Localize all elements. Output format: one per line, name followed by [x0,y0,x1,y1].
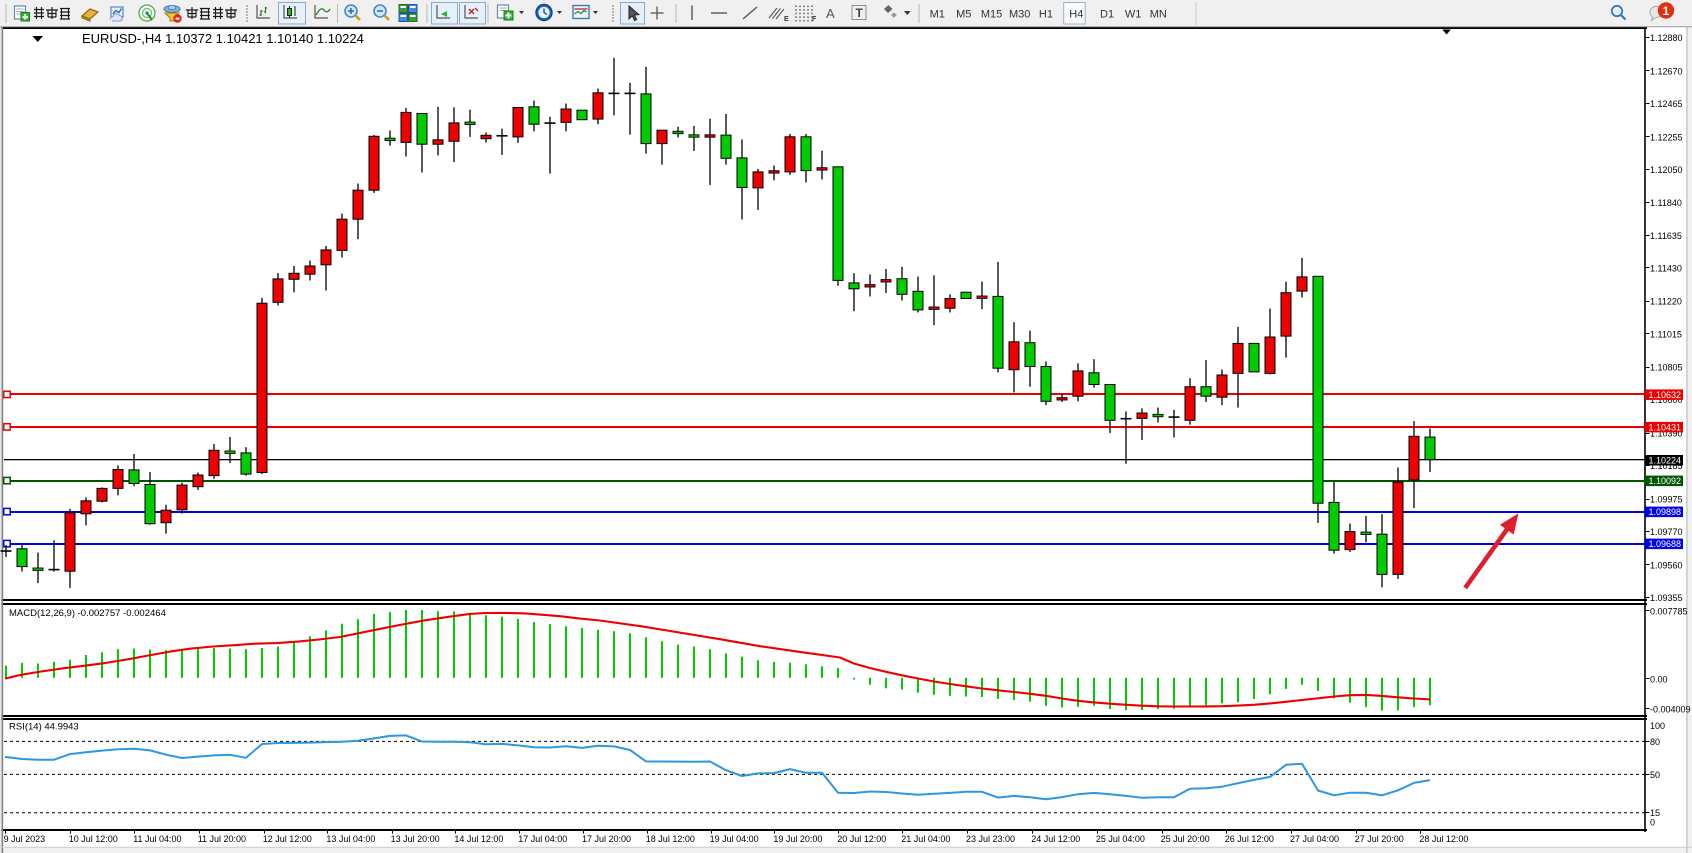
svg-text:W1: W1 [1125,9,1142,21]
svg-text:11 Jul 04:00: 11 Jul 04:00 [133,834,181,844]
svg-text:1.09355: 1.09355 [1650,593,1683,603]
svg-text:T: T [856,6,864,20]
svg-text:1.12880: 1.12880 [1650,33,1683,43]
svg-text:10 Jul 12:00: 10 Jul 12:00 [69,834,118,844]
svg-text:1.11840: 1.11840 [1650,198,1682,208]
svg-text:1: 1 [1663,4,1670,18]
svg-text:15: 15 [1650,808,1660,818]
svg-text:-0.004009: -0.004009 [1650,705,1691,715]
svg-text:23 Jul 23:00: 23 Jul 23:00 [966,834,1015,844]
svg-text:1.09688: 1.09688 [1649,539,1682,549]
svg-text:1.12050: 1.12050 [1650,165,1683,175]
svg-text:M30: M30 [1009,9,1030,21]
svg-text:17 Jul 20:00: 17 Jul 20:00 [582,834,631,844]
svg-text:1.12255: 1.12255 [1650,132,1683,142]
svg-text:0.007785: 0.007785 [1650,607,1688,617]
svg-text:MACD(12,26,9) -0.002757 -0.002: MACD(12,26,9) -0.002757 -0.002464 [9,608,166,619]
svg-text:1.10431: 1.10431 [1649,422,1682,432]
svg-text:26 Jul 12:00: 26 Jul 12:00 [1225,834,1274,844]
svg-text:1.11635: 1.11635 [1650,231,1682,241]
svg-text:19 Jul 20:00: 19 Jul 20:00 [773,834,822,844]
svg-text:M15: M15 [981,9,1002,21]
svg-text:20 Jul 12:00: 20 Jul 12:00 [837,834,886,844]
svg-text:0: 0 [1650,817,1655,827]
svg-text:1.11430: 1.11430 [1650,263,1682,273]
svg-text:50: 50 [1650,770,1660,780]
svg-text:13 Jul 04:00: 13 Jul 04:00 [326,834,375,844]
svg-text:1.11220: 1.11220 [1650,297,1682,307]
svg-text:F: F [812,16,817,23]
svg-text:1.09560: 1.09560 [1650,560,1683,570]
svg-text:1.10092: 1.10092 [1649,476,1682,486]
svg-text:17 Jul 04:00: 17 Jul 04:00 [518,834,567,844]
svg-text:M5: M5 [956,9,971,21]
svg-text:1.12465: 1.12465 [1650,99,1683,109]
svg-text:9 Jul 2023: 9 Jul 2023 [4,834,46,844]
svg-text:24 Jul 12:00: 24 Jul 12:00 [1031,834,1080,844]
svg-text:1.09975: 1.09975 [1650,495,1683,505]
svg-text:1.10390: 1.10390 [1650,429,1683,439]
svg-text:1.10185: 1.10185 [1650,461,1683,471]
svg-text:1.11015: 1.11015 [1650,329,1682,339]
svg-text:1.12670: 1.12670 [1650,66,1683,76]
svg-text:E: E [784,16,789,23]
svg-text:13 Jul 20:00: 13 Jul 20:00 [391,834,440,844]
svg-text:27 Jul 04:00: 27 Jul 04:00 [1290,834,1339,844]
svg-text:80: 80 [1650,737,1660,747]
svg-text:1.10805: 1.10805 [1650,363,1683,373]
svg-text:11 Jul 20:00: 11 Jul 20:00 [198,834,246,844]
svg-text:1.10224: 1.10224 [1649,456,1682,466]
svg-text:19 Jul 04:00: 19 Jul 04:00 [710,834,759,844]
svg-text:21 Jul 04:00: 21 Jul 04:00 [901,834,950,844]
svg-text:M1: M1 [930,9,945,21]
svg-text:H1: H1 [1039,9,1053,21]
svg-text:27 Jul 20:00: 27 Jul 20:00 [1355,834,1404,844]
svg-text:25 Jul 04:00: 25 Jul 04:00 [1096,834,1145,844]
svg-text:1.10632: 1.10632 [1649,390,1682,400]
svg-text:RSI(14) 44.9943: RSI(14) 44.9943 [9,722,79,733]
svg-text:H4: H4 [1069,9,1083,21]
svg-text:1.10600: 1.10600 [1650,395,1683,405]
svg-text:14 Jul 12:00: 14 Jul 12:00 [454,834,503,844]
svg-text:100: 100 [1650,721,1665,731]
svg-text:12 Jul 12:00: 12 Jul 12:00 [263,834,312,844]
svg-text:EURUSD-,H4 1.10372 1.10421 1.: EURUSD-,H4 1.10372 1.10421 1.10140 1.102… [82,31,364,46]
svg-text:A: A [826,6,835,21]
svg-text:28 Jul 12:00: 28 Jul 12:00 [1419,834,1468,844]
svg-text:18 Jul 12:00: 18 Jul 12:00 [646,834,695,844]
svg-text:D1: D1 [1100,9,1114,21]
svg-text:1.09770: 1.09770 [1650,527,1683,537]
svg-text:MN: MN [1150,9,1167,21]
svg-text:1.09898: 1.09898 [1649,507,1682,517]
svg-text:0.00: 0.00 [1650,675,1668,685]
svg-text:25 Jul 20:00: 25 Jul 20:00 [1161,834,1210,844]
